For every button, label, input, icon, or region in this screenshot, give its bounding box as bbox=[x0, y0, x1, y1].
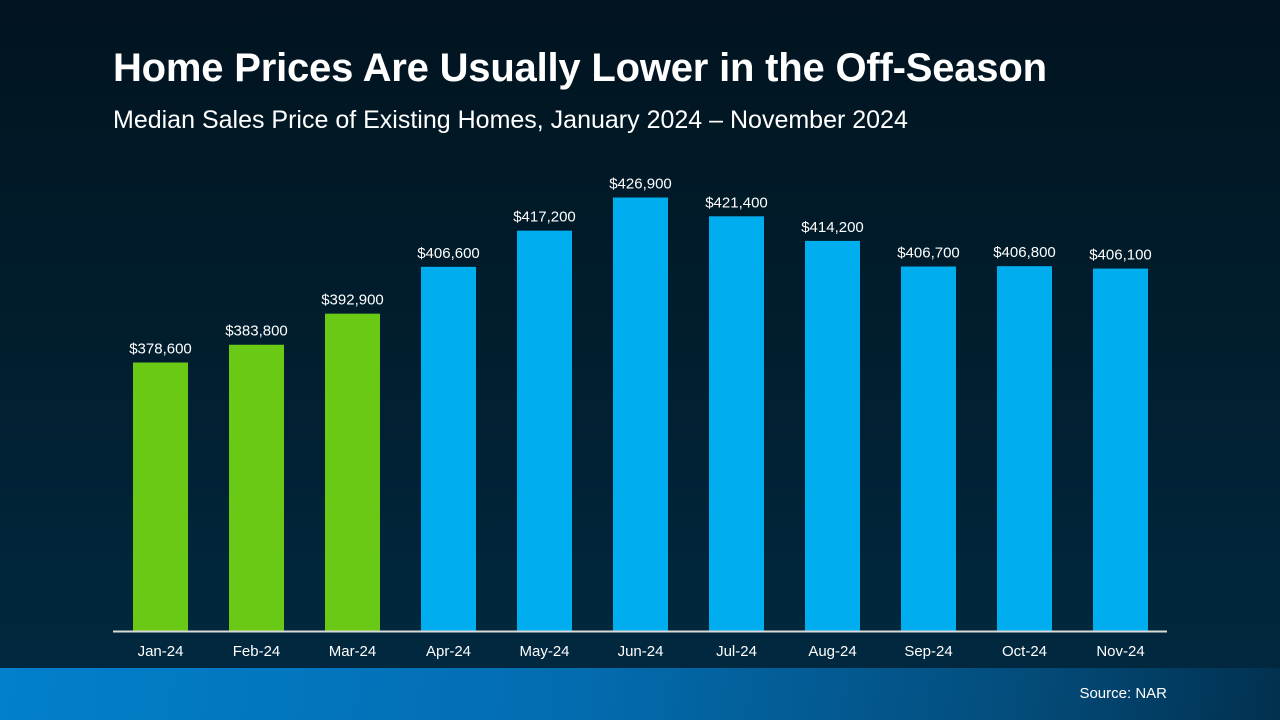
data-label: $426,900 bbox=[609, 176, 672, 193]
x-tick-label: Jun-24 bbox=[618, 643, 664, 660]
source-note: Source: NAR bbox=[1079, 685, 1167, 702]
bar-nov-24 bbox=[1093, 268, 1148, 631]
bar-jun-24 bbox=[613, 197, 668, 632]
data-label: $406,600 bbox=[417, 245, 480, 262]
data-label: $383,800 bbox=[225, 323, 288, 340]
x-tick-label: Aug-24 bbox=[808, 643, 856, 660]
data-label: $417,200 bbox=[513, 209, 576, 226]
x-tick-label: Feb-24 bbox=[233, 643, 281, 660]
x-tick-label: Nov-24 bbox=[1096, 643, 1144, 660]
x-tick-label: Sep-24 bbox=[904, 643, 952, 660]
data-label: $378,600 bbox=[129, 341, 192, 358]
bar-jan-24 bbox=[133, 362, 188, 631]
x-tick-label: Jan-24 bbox=[138, 643, 184, 660]
data-label: $414,200 bbox=[801, 219, 864, 236]
bar-chart: $378,600 Jan-24 $383,800 Feb-24 $392,900 Mar-… bbox=[113, 176, 1167, 660]
bar-apr-24 bbox=[421, 266, 476, 631]
data-label: $406,800 bbox=[993, 244, 1056, 261]
footer-bar: Source: NAR bbox=[0, 668, 1280, 720]
data-label: $406,700 bbox=[897, 245, 960, 262]
x-tick-label: May-24 bbox=[519, 643, 569, 660]
bar-sep-24 bbox=[901, 266, 956, 631]
data-label: $421,400 bbox=[705, 194, 768, 211]
chart-title: Home Prices Are Usually Lower in the Off… bbox=[113, 46, 1047, 90]
x-tick-label: Oct-24 bbox=[1002, 643, 1047, 660]
chart-subtitle: Median Sales Price of Existing Homes, Ja… bbox=[113, 106, 908, 134]
x-tick-label: Mar-24 bbox=[329, 643, 377, 660]
bar-oct-24 bbox=[997, 266, 1052, 631]
bar-may-24 bbox=[517, 230, 572, 631]
bar-mar-24 bbox=[325, 313, 380, 631]
data-label: $406,100 bbox=[1089, 247, 1152, 264]
data-label: $392,900 bbox=[321, 292, 384, 309]
bar-jul-24 bbox=[709, 216, 764, 631]
x-tick-label: Apr-24 bbox=[426, 643, 471, 660]
bar-feb-24 bbox=[229, 344, 284, 631]
x-tick-label: Jul-24 bbox=[716, 643, 757, 660]
bar-aug-24 bbox=[805, 240, 860, 631]
